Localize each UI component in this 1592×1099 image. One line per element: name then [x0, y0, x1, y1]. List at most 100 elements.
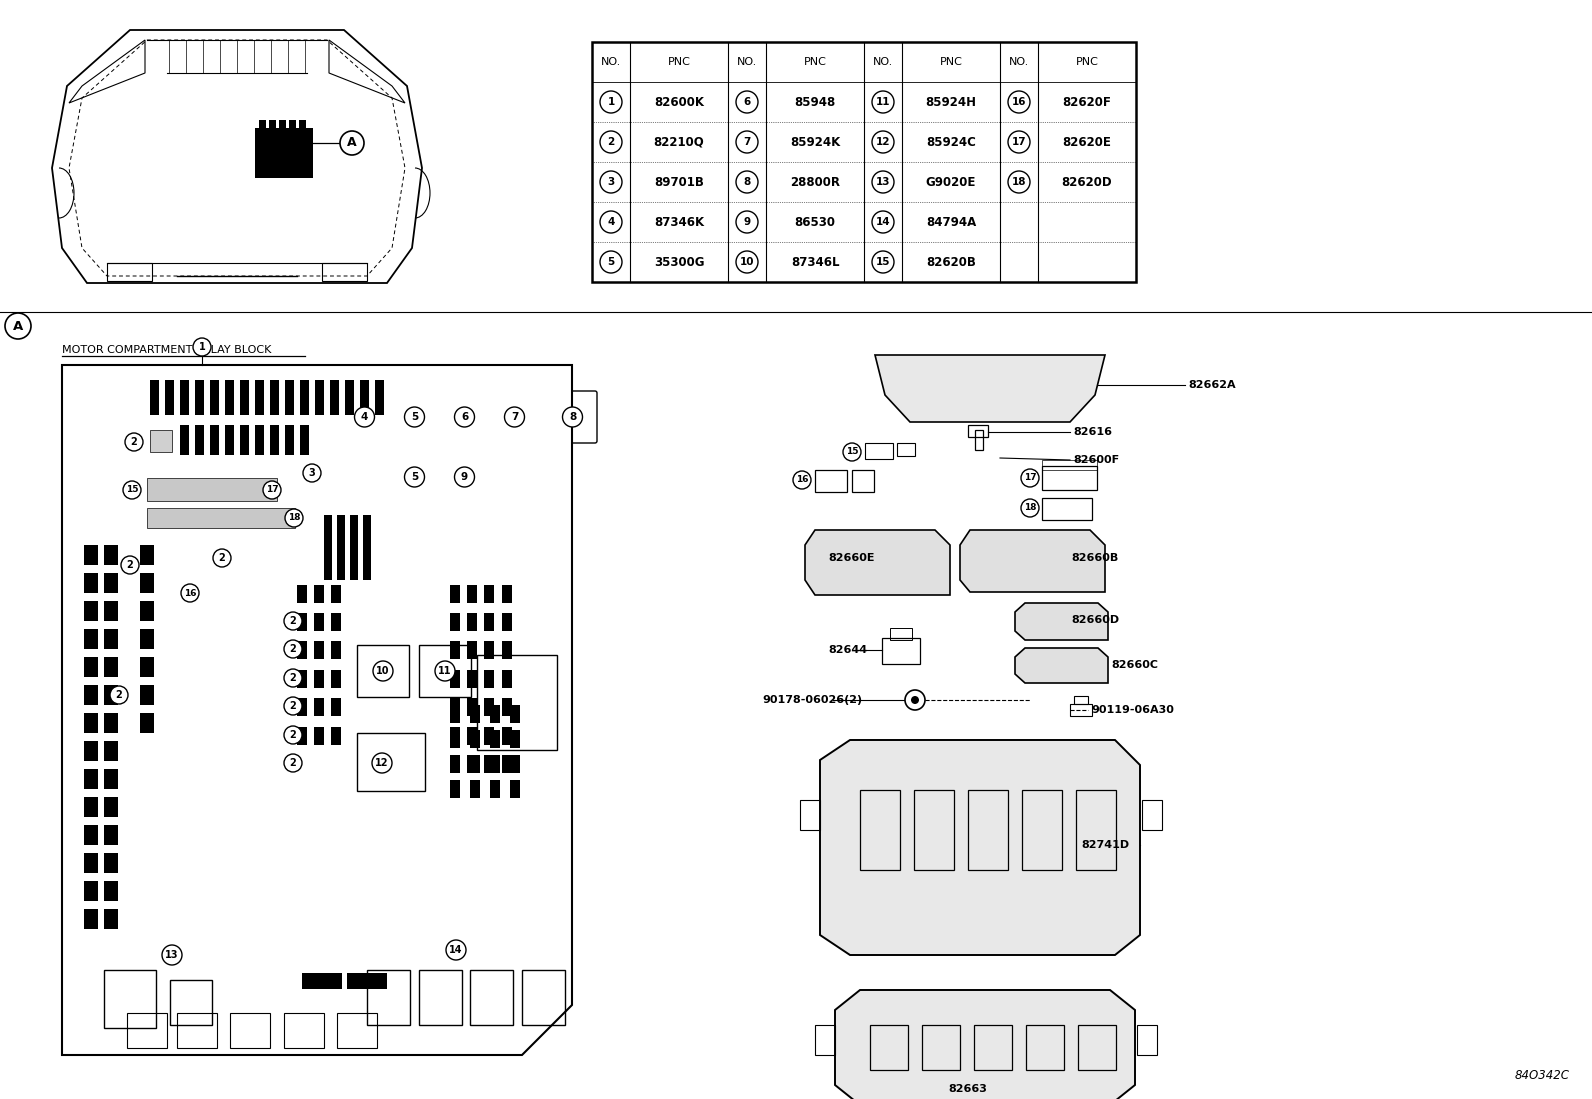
Bar	[484, 728, 494, 745]
Bar	[298, 585, 307, 603]
Bar	[180, 380, 189, 415]
Bar	[298, 698, 307, 717]
Bar	[140, 573, 154, 593]
Bar	[269, 120, 275, 127]
Bar	[968, 425, 989, 437]
Bar	[240, 380, 248, 415]
Text: 4: 4	[607, 217, 615, 227]
Circle shape	[736, 91, 758, 113]
Circle shape	[736, 211, 758, 233]
Bar	[869, 1025, 907, 1070]
Bar	[103, 853, 118, 873]
Circle shape	[872, 251, 895, 273]
Text: 35300G: 35300G	[654, 255, 704, 268]
Bar	[882, 639, 920, 664]
Circle shape	[872, 91, 895, 113]
Text: 18: 18	[288, 513, 301, 522]
Bar	[470, 704, 481, 723]
Polygon shape	[820, 740, 1140, 955]
Bar	[103, 713, 118, 733]
Text: 2: 2	[131, 437, 137, 447]
Circle shape	[126, 433, 143, 451]
Bar	[501, 641, 513, 659]
Text: A: A	[13, 320, 24, 333]
Text: 4: 4	[361, 412, 368, 422]
Circle shape	[911, 696, 919, 704]
Text: 15: 15	[876, 257, 890, 267]
Circle shape	[5, 313, 30, 338]
Circle shape	[263, 481, 282, 499]
Bar	[107, 263, 151, 281]
Bar	[103, 797, 118, 817]
Bar	[363, 515, 371, 580]
Text: 10: 10	[740, 257, 755, 267]
Bar	[140, 657, 154, 677]
Text: 82644: 82644	[828, 645, 868, 655]
FancyBboxPatch shape	[439, 451, 489, 503]
Circle shape	[454, 407, 474, 428]
Bar	[501, 755, 513, 773]
Bar	[322, 263, 368, 281]
Bar	[140, 685, 154, 704]
Circle shape	[285, 509, 302, 528]
Text: 2: 2	[116, 690, 123, 700]
Text: 5: 5	[411, 412, 419, 422]
Circle shape	[736, 251, 758, 273]
Bar	[1137, 1025, 1157, 1055]
Bar	[451, 670, 460, 688]
Text: MOTOR COMPARTMENT RELAY BLOCK: MOTOR COMPARTMENT RELAY BLOCK	[62, 345, 271, 355]
Bar	[103, 573, 118, 593]
Polygon shape	[62, 365, 572, 1055]
FancyBboxPatch shape	[341, 391, 388, 443]
Bar	[419, 970, 462, 1025]
Text: 2: 2	[127, 560, 134, 570]
Circle shape	[454, 467, 474, 487]
Bar	[177, 1013, 217, 1048]
Bar	[84, 685, 99, 704]
Text: 82620B: 82620B	[927, 255, 976, 268]
Bar	[484, 755, 494, 773]
Bar	[255, 425, 264, 455]
Bar	[974, 1025, 1013, 1070]
Bar	[501, 585, 513, 603]
Polygon shape	[806, 530, 950, 595]
Bar	[347, 973, 387, 989]
Bar	[331, 641, 341, 659]
Bar	[150, 380, 159, 415]
Bar	[376, 380, 384, 415]
Bar	[84, 657, 99, 677]
Text: 15: 15	[845, 447, 858, 456]
Bar	[180, 425, 189, 455]
Circle shape	[283, 726, 302, 744]
Circle shape	[435, 660, 455, 681]
Text: 85948: 85948	[794, 96, 836, 109]
Text: 82660E: 82660E	[828, 553, 874, 563]
Bar	[84, 769, 99, 789]
Circle shape	[562, 407, 583, 428]
Text: G9020E: G9020E	[927, 176, 976, 189]
Bar	[194, 425, 204, 455]
Text: 2: 2	[290, 730, 296, 740]
Bar	[283, 1013, 325, 1048]
Bar	[501, 613, 513, 631]
FancyBboxPatch shape	[390, 451, 439, 503]
Bar	[285, 425, 295, 455]
Bar	[451, 585, 460, 603]
Bar	[271, 425, 279, 455]
Text: 2: 2	[608, 137, 615, 147]
Text: 90119-06A30: 90119-06A30	[1091, 704, 1173, 715]
Bar	[1043, 460, 1097, 470]
Circle shape	[600, 131, 622, 153]
Bar	[815, 470, 847, 492]
Bar	[451, 613, 460, 631]
Circle shape	[373, 753, 392, 773]
Circle shape	[1008, 131, 1030, 153]
Text: 2: 2	[290, 701, 296, 711]
Text: NO.: NO.	[1009, 57, 1028, 67]
Text: 5: 5	[411, 471, 419, 482]
Bar	[451, 698, 460, 717]
Text: 17: 17	[266, 486, 279, 495]
Bar	[345, 380, 353, 415]
Bar	[314, 728, 325, 745]
Bar	[314, 670, 325, 688]
